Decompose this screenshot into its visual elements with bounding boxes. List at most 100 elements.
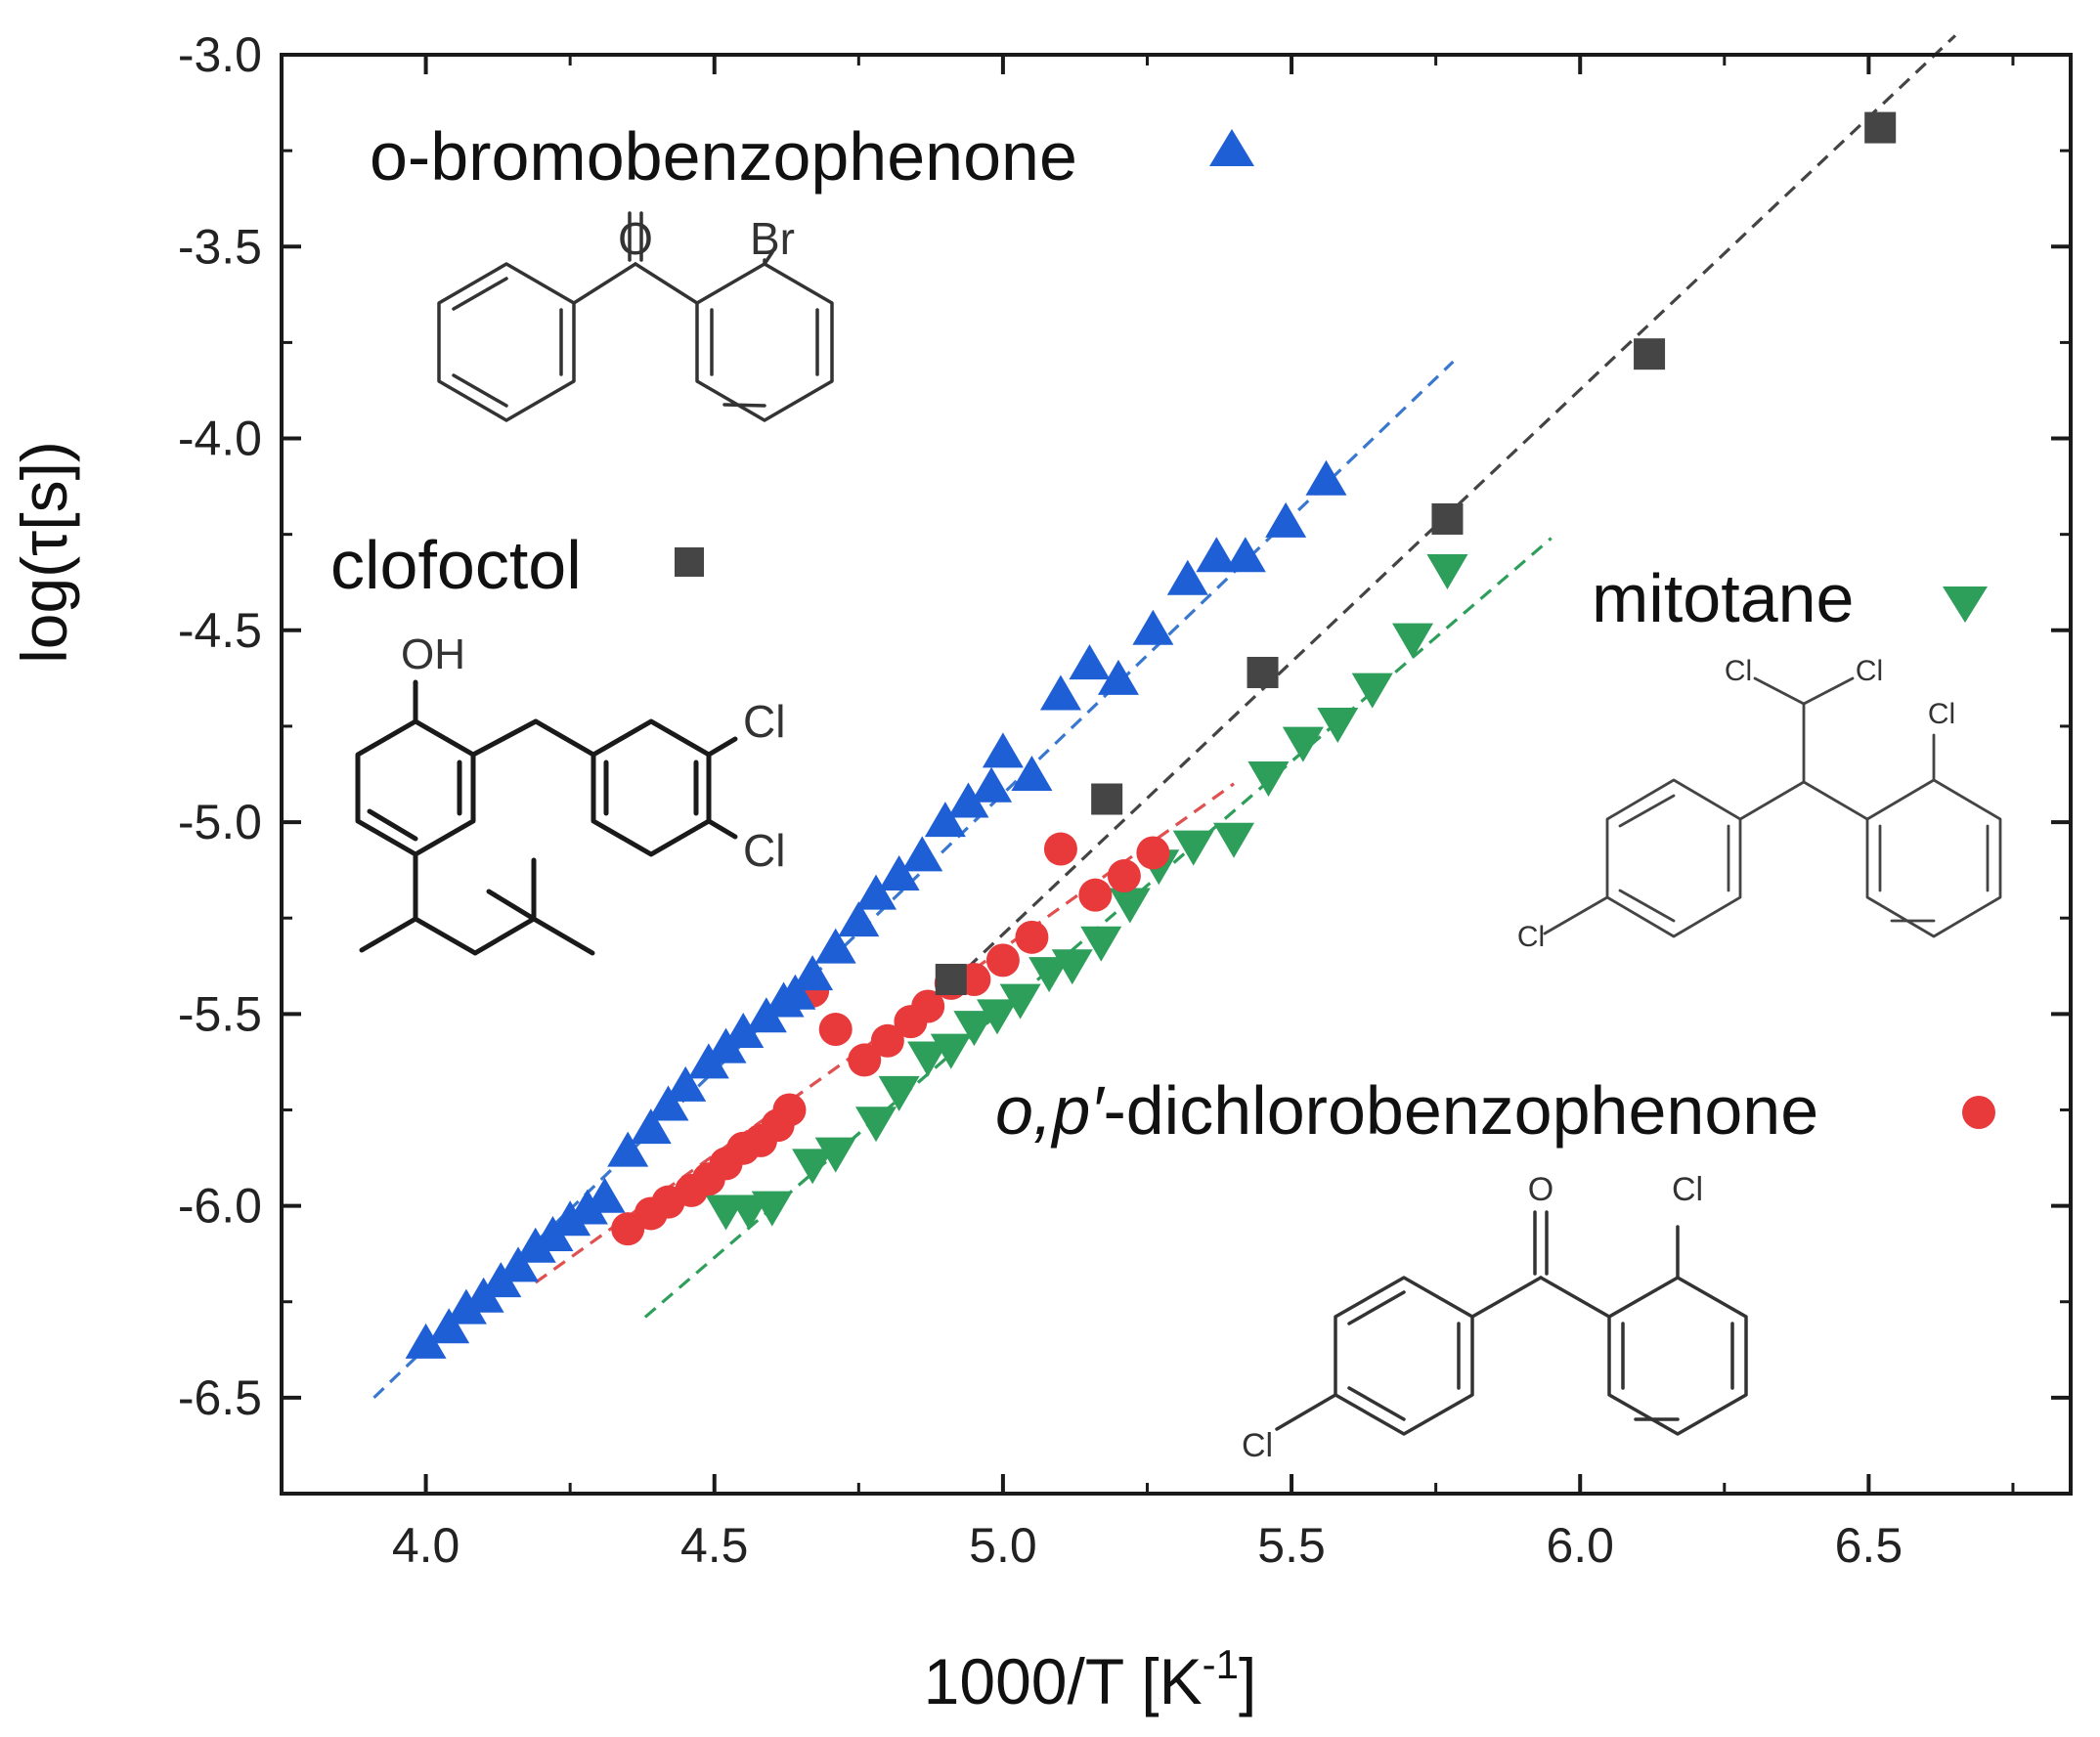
marker-obromobenzophenone xyxy=(665,1065,707,1102)
marker-opdichlorobenzophenone xyxy=(1078,878,1113,912)
y-tick-label: -4.0 xyxy=(178,412,262,466)
benzene-ring-left xyxy=(437,262,576,422)
marker-obromobenzophenone xyxy=(428,1308,470,1344)
atom-label-cl-4: Cl xyxy=(1928,698,1955,730)
y-tick-label: -5.5 xyxy=(178,986,262,1041)
marker-clofoctol xyxy=(935,964,967,996)
marker-clofoctol xyxy=(1091,783,1123,815)
marker-mitotane xyxy=(1080,926,1122,962)
marker-obromobenzophenone xyxy=(1166,559,1208,595)
marker-clofoctol xyxy=(1864,111,1897,144)
marker-mitotane xyxy=(878,1075,920,1111)
legend-marker-circle xyxy=(1962,1096,1995,1129)
marker-opdichlorobenzophenone xyxy=(1107,859,1141,893)
marker-obromobenzophenone xyxy=(647,1085,689,1121)
atom-label-cl-3: Cl xyxy=(1517,921,1545,953)
marker-mitotane xyxy=(953,1011,995,1047)
marker-mitotane xyxy=(1051,949,1093,985)
axis-ticks: 4.0 4.5 5.0 5.5 6.0 6.5 -3.0 -3.5 -4.0 -4.5 -5.0 -5… xyxy=(178,27,2071,1573)
x-tick-label: 5.5 xyxy=(1257,1518,1326,1573)
marker-obromobenzophenone xyxy=(971,766,1013,803)
marker-obromobenzophenone xyxy=(855,874,897,910)
data-markers xyxy=(405,111,1897,1359)
marker-opdichlorobenzophenone xyxy=(1043,832,1077,866)
legend-label-o-bromobenzophenone: o-bromobenzophenone xyxy=(370,118,1077,195)
marker-clofoctol xyxy=(1247,656,1279,688)
marker-obromobenzophenone xyxy=(924,802,966,838)
legend-marker-square xyxy=(675,547,704,577)
y-tick-label: -6.0 xyxy=(178,1179,262,1234)
marker-mitotane xyxy=(814,1137,856,1173)
marker-mitotane xyxy=(930,1033,972,1069)
marker-opdichlorobenzophenone xyxy=(818,1013,853,1047)
marker-obromobenzophenone xyxy=(722,1012,765,1048)
y-tick-label: -3.0 xyxy=(178,27,262,82)
plot-frame xyxy=(280,53,2073,1496)
structure-o-bromobenzophenone: O Br xyxy=(437,211,834,422)
legend-label-dichlorobenzophenone: o,p′-dichlorobenzophenone xyxy=(995,1072,1818,1149)
marker-obromobenzophenone xyxy=(405,1323,447,1359)
atom-label-cl-1: Cl xyxy=(743,696,785,747)
legend-dichlorobenzophenone: o,p′-dichlorobenzophenone xyxy=(995,1072,1995,1149)
atom-label-o: O xyxy=(618,213,653,264)
structure-dichlorobenzophenone: Cl O Cl xyxy=(1242,1171,1748,1464)
atom-label-cl-2: Cl xyxy=(1856,655,1883,687)
y-tick-label: -5.0 xyxy=(178,795,262,849)
marker-obromobenzophenone xyxy=(566,1189,608,1225)
benzene-ring-right xyxy=(695,262,834,422)
marker-mitotane xyxy=(1213,822,1255,858)
atom-label-oh: OH xyxy=(401,630,465,678)
y-tick-label: -6.5 xyxy=(178,1370,262,1425)
atom-label-cl-1: Cl xyxy=(1725,655,1752,687)
marker-obromobenzophenone xyxy=(838,901,880,937)
atom-label-cl-2: Cl xyxy=(743,825,785,876)
marker-obromobenzophenone xyxy=(878,855,920,891)
marker-obromobenzophenone xyxy=(498,1246,540,1282)
marker-obromobenzophenone xyxy=(792,955,834,991)
marker-mitotane xyxy=(855,1107,897,1143)
marker-mitotane xyxy=(1247,760,1290,797)
benzene-ring-left xyxy=(1605,778,1742,938)
fit-line-clofoctol xyxy=(949,34,1957,985)
legend-mitotane: mitotane xyxy=(1592,560,1988,636)
x-tick-label: 4.0 xyxy=(392,1518,460,1573)
marker-obromobenzophenone xyxy=(1039,674,1081,711)
benzene-ring-left xyxy=(1334,1276,1474,1436)
x-tick-label: 5.0 xyxy=(969,1518,1037,1573)
legend-label-mitotane: mitotane xyxy=(1592,560,1854,636)
atom-label-o: O xyxy=(1528,1171,1553,1208)
y-tick-label: -4.5 xyxy=(178,603,262,658)
marker-obromobenzophenone xyxy=(814,928,856,964)
marker-obromobenzophenone xyxy=(630,1108,672,1145)
marker-obromobenzophenone xyxy=(947,782,989,818)
marker-obromobenzophenone xyxy=(607,1131,649,1167)
atom-label-cl-1: Cl xyxy=(1242,1427,1273,1464)
x-tick-label: 6.5 xyxy=(1835,1518,1903,1573)
marker-opdichlorobenzophenone xyxy=(772,1093,807,1127)
x-axis-title: 1000/T [K-1] xyxy=(924,1641,1257,1717)
marker-opdichlorobenzophenone xyxy=(911,989,945,1023)
marker-mitotane xyxy=(792,1149,834,1185)
marker-opdichlorobenzophenone xyxy=(985,943,1020,977)
structure-clofoctol: OH Cl Cl xyxy=(355,630,785,956)
marker-obromobenzophenone xyxy=(1265,501,1307,538)
marker-mitotane xyxy=(1317,708,1359,744)
marker-obromobenzophenone xyxy=(1097,659,1139,695)
atom-label-br: Br xyxy=(750,213,795,264)
marker-obromobenzophenone xyxy=(584,1177,626,1213)
marker-obromobenzophenone xyxy=(514,1227,556,1263)
y-axis-title: log(τ[s]) xyxy=(8,441,80,664)
legend-marker-triangle-down xyxy=(1943,586,1988,623)
marker-mitotane xyxy=(1172,830,1214,866)
marker-opdichlorobenzophenone xyxy=(848,1043,882,1077)
legend-marker-triangle-up xyxy=(1209,129,1254,166)
marker-mitotane xyxy=(907,1041,949,1077)
marker-obromobenzophenone xyxy=(549,1200,591,1237)
benzene-ring-right xyxy=(1865,778,2002,938)
marker-mitotane xyxy=(1351,673,1393,709)
marker-obromobenzophenone xyxy=(982,732,1024,768)
x-tick-label: 4.5 xyxy=(680,1518,749,1573)
marker-obromobenzophenone xyxy=(1224,537,1266,573)
atom-label-cl-2: Cl xyxy=(1672,1171,1703,1208)
